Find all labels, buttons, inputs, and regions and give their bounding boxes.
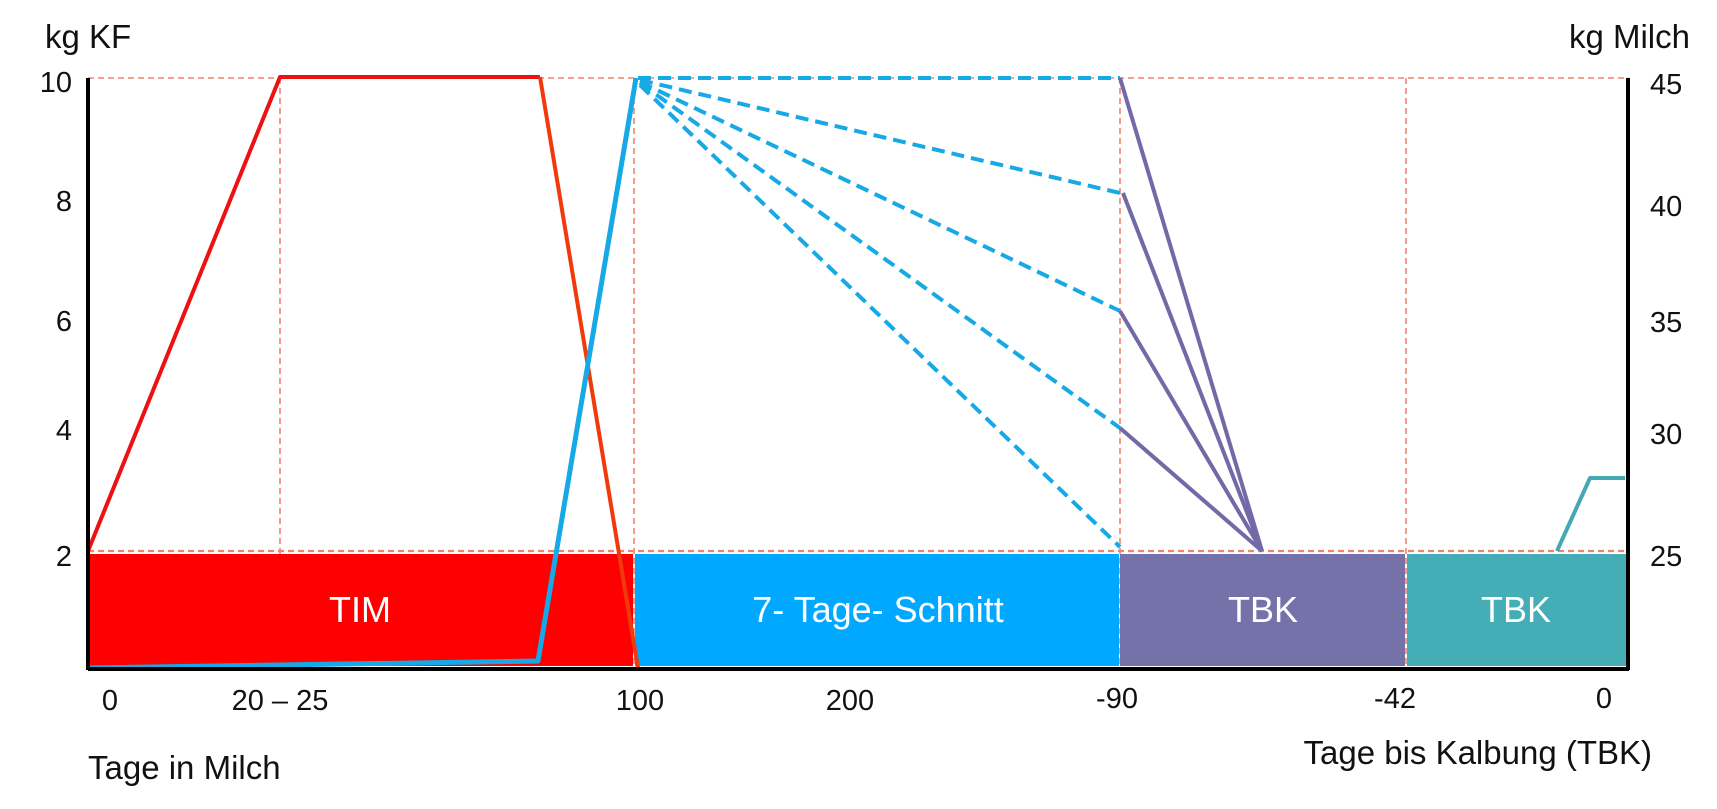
x-tick: 20 – 25: [232, 685, 329, 717]
series-purple-1: [1118, 77, 1264, 552]
y-left-tick: 2: [56, 541, 72, 573]
x-axis-title-left: Tage in Milch: [88, 749, 281, 786]
x-tick: -42: [1374, 683, 1416, 715]
series-red-rise: [86, 75, 540, 552]
series-purple-4: [1118, 426, 1264, 553]
band-label-tbk-teal: TBK: [1481, 589, 1551, 630]
series-blue-dashed-2: [639, 78, 1121, 195]
band-label-tim: TIM: [329, 589, 391, 630]
y-left-tick: 8: [56, 186, 72, 218]
axes: [86, 78, 1630, 671]
y-right-tick: 45: [1650, 69, 1682, 101]
y-left-tick: 10: [40, 67, 72, 99]
y-right-tick: 25: [1650, 541, 1682, 573]
band-7-tage-schnitt: [635, 554, 1119, 666]
bands: TIM 7- Tage- Schnitt TBK TBK: [88, 554, 1627, 666]
series-blue-dashed-3: [639, 80, 1121, 313]
series-purple-2: [1121, 192, 1264, 552]
band-label-7-tage-schnitt: 7- Tage- Schnitt: [752, 589, 1003, 630]
y-right-tick: 40: [1650, 191, 1682, 223]
band-tbk-teal: [1407, 554, 1627, 666]
y-left-axis-title: kg KF: [45, 18, 131, 55]
x-tick: 100: [616, 685, 664, 717]
band-label-tbk-purple: TBK: [1228, 589, 1298, 630]
x-axis-title-right: Tage bis Kalbung (TBK): [1303, 734, 1652, 771]
x-tick: 0: [102, 685, 118, 717]
data-lines: [86, 75, 1625, 671]
y-right-tick: 35: [1650, 307, 1682, 339]
series-purple-3: [1118, 309, 1264, 553]
y-left-tick: 4: [56, 415, 72, 447]
x-tick: 0: [1596, 683, 1612, 715]
y-right-axis-title: kg Milch: [1569, 18, 1690, 55]
y-left-tick: 6: [56, 306, 72, 338]
series-blue-dashed-5: [638, 83, 1122, 549]
series-blue-dashed-4: [638, 81, 1122, 430]
y-right-tick: 30: [1650, 419, 1682, 451]
x-tick: 200: [826, 685, 874, 717]
series-teal: [1555, 476, 1625, 552]
band-tbk-purple: [1120, 554, 1405, 666]
x-tick: -90: [1096, 683, 1138, 715]
series-blue-base: [87, 77, 639, 671]
